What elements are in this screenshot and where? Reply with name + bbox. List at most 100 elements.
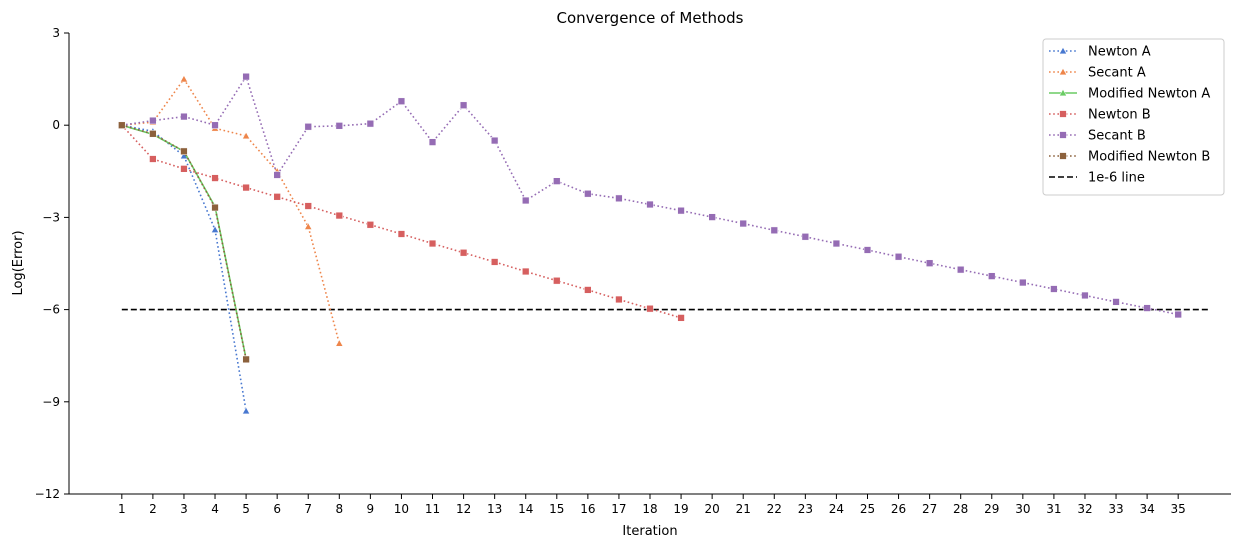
y-tick-label: −9: [42, 395, 60, 409]
x-tick-label: 32: [1077, 502, 1092, 516]
plot-series: [117, 72, 1210, 415]
y-tick-label: −3: [42, 210, 60, 224]
data-point: [242, 131, 251, 140]
x-tick-label: 3: [180, 502, 188, 516]
data-point: [180, 112, 188, 121]
data-point: [242, 355, 250, 364]
x-tick-label: 7: [304, 502, 312, 516]
legend-marker: [1059, 131, 1067, 139]
x-tick-label: 4: [211, 502, 219, 516]
data-point: [957, 265, 965, 274]
legend-label: Modified Newton B: [1088, 150, 1210, 165]
x-tick-label: 22: [767, 502, 782, 516]
data-point: [242, 183, 250, 192]
x-tick-label: 30: [1015, 502, 1030, 516]
x-tick-label: 5: [242, 502, 250, 516]
data-point: [615, 295, 623, 304]
data-point: [1112, 298, 1120, 306]
data-point: [553, 177, 561, 185]
x-tick-label: 16: [580, 502, 595, 516]
data-point: [335, 339, 344, 347]
data-point: [273, 171, 281, 179]
data-point: [211, 225, 220, 233]
x-tick-label: 14: [518, 502, 533, 516]
data-point: [863, 246, 872, 254]
x-tick-label: 2: [149, 502, 157, 516]
legend-marker: [1059, 110, 1067, 118]
x-tick-label: 24: [829, 502, 844, 516]
y-tick-label: −12: [35, 487, 60, 501]
data-point: [459, 101, 468, 109]
x-tick-label: 11: [425, 502, 440, 516]
data-point: [149, 116, 157, 125]
x-tick-label: 20: [704, 502, 719, 516]
legend-box: [1042, 38, 1225, 196]
y-axis-label: Log(Error): [11, 230, 26, 295]
series-secant-a: [117, 74, 344, 347]
data-point: [149, 155, 157, 163]
legend-entry: 1e-6 line: [1049, 171, 1145, 186]
data-point: [211, 121, 219, 129]
y-tick-label: 3: [52, 26, 60, 40]
data-point: [677, 206, 685, 215]
legend-entry: Newton B: [1049, 108, 1151, 123]
data-point: [397, 230, 406, 238]
data-point: [1081, 291, 1089, 300]
legend-label: 1e-6 line: [1088, 171, 1145, 186]
x-tick-label: 17: [611, 502, 626, 516]
data-point: [304, 202, 312, 210]
y-tick-label: −6: [42, 303, 60, 317]
data-point: [925, 259, 934, 267]
data-point: [397, 97, 406, 105]
data-point: [522, 196, 530, 205]
chart-title: Convergence of Methods: [557, 9, 744, 27]
series-newton-b: [118, 121, 685, 322]
data-point: [273, 193, 281, 201]
data-point: [335, 211, 343, 220]
legend-entry: Modified Newton A: [1049, 87, 1210, 102]
data-point: [179, 74, 188, 83]
data-point: [459, 249, 468, 257]
data-point: [304, 222, 313, 230]
x-tick-label: 29: [984, 502, 999, 516]
x-tick-label: 27: [922, 502, 937, 516]
legend-label: Secant B: [1088, 129, 1146, 144]
data-point: [1143, 304, 1151, 312]
data-point: [522, 267, 530, 276]
legend-entry: Secant B: [1049, 129, 1146, 144]
data-point: [615, 194, 623, 202]
legend-marker: [1058, 67, 1068, 76]
data-point: [832, 239, 841, 248]
x-axis-label: Iteration: [622, 524, 677, 539]
data-point: [646, 305, 654, 313]
data-point: [211, 203, 219, 212]
series-line: [121, 124, 247, 412]
x-tick-label: 23: [798, 502, 813, 516]
legend-marker: [1058, 46, 1068, 55]
data-point: [739, 219, 747, 228]
data-point: [335, 122, 343, 130]
x-tick-label: 1: [118, 502, 126, 516]
data-point: [988, 272, 996, 280]
data-point: [242, 406, 251, 415]
x-tick-label: 34: [1139, 502, 1154, 516]
data-point: [584, 286, 592, 294]
legend-entry: Modified Newton B: [1049, 150, 1210, 165]
x-tick-label: 31: [1046, 502, 1061, 516]
data-point: [180, 165, 188, 173]
x-tick-label: 9: [367, 502, 375, 516]
data-point: [211, 174, 219, 182]
x-tick-label: 25: [860, 502, 875, 516]
data-point: [553, 277, 561, 285]
data-point: [770, 226, 778, 234]
data-point: [646, 200, 654, 209]
series-secant-b: [118, 72, 1182, 319]
data-point: [366, 221, 375, 229]
y-tick-label: 0: [52, 118, 60, 132]
legend-label: Modified Newton A: [1088, 87, 1210, 102]
series-line: [121, 124, 247, 359]
data-point: [677, 314, 685, 322]
data-point: [242, 72, 250, 81]
